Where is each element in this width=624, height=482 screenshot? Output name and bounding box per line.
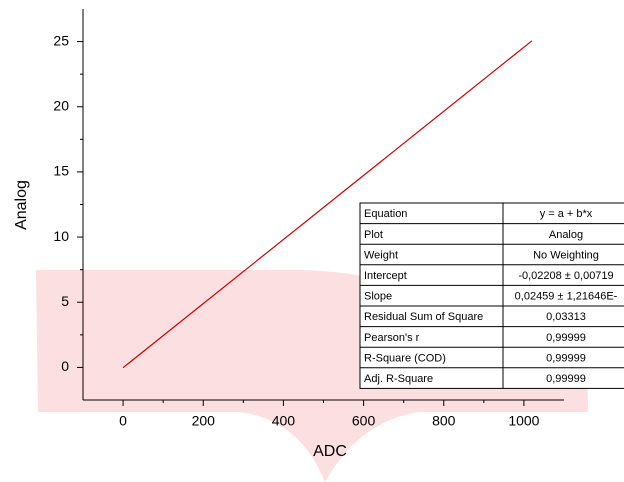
table-value: No Weighting bbox=[533, 249, 599, 261]
y-tick-label: 10 bbox=[53, 228, 69, 244]
table-key: Plot bbox=[364, 229, 383, 241]
table-value: 0,03313 bbox=[546, 311, 586, 323]
table-value: 0,99999 bbox=[546, 373, 586, 385]
table-value: y = a + b*x bbox=[540, 208, 593, 220]
table-value: Analog bbox=[549, 229, 583, 241]
x-tick-label: 1000 bbox=[508, 413, 539, 429]
table-key: Pearson's r bbox=[364, 332, 420, 344]
table-key: Adj. R-Square bbox=[364, 373, 433, 385]
y-tick-label: 25 bbox=[53, 32, 69, 48]
table-key: Weight bbox=[364, 249, 398, 261]
y-tick-label: 15 bbox=[53, 163, 69, 179]
x-tick-label: 600 bbox=[352, 413, 376, 429]
chart: ADC Analog 0 200 400 600 800 1000 0 5 10 15 20 25 Eq… bbox=[0, 0, 624, 482]
table-key: Equation bbox=[364, 208, 407, 220]
table-value: 0,99999 bbox=[546, 352, 586, 364]
table-value: 0,02459 ± 1,21646E- bbox=[515, 291, 618, 303]
y-tick-label: 5 bbox=[61, 293, 69, 309]
y-tick-label: 0 bbox=[61, 358, 69, 374]
x-tick-label: 800 bbox=[432, 413, 456, 429]
x-tick-label: 200 bbox=[192, 413, 216, 429]
table-value: -0,02208 ± 0,00719 bbox=[518, 270, 613, 282]
x-tick-label: 0 bbox=[119, 413, 127, 429]
x-tick-label: 400 bbox=[272, 413, 296, 429]
table-key: Slope bbox=[364, 291, 392, 303]
table-key: Intercept bbox=[364, 270, 407, 282]
y-axis-title: Analog bbox=[13, 180, 30, 230]
table-key: Residual Sum of Square bbox=[364, 311, 483, 323]
table-value: 0,99999 bbox=[546, 332, 586, 344]
table-key: R-Square (COD) bbox=[364, 352, 446, 364]
x-axis-title: ADC bbox=[313, 443, 347, 460]
y-tick-label: 20 bbox=[53, 97, 69, 113]
